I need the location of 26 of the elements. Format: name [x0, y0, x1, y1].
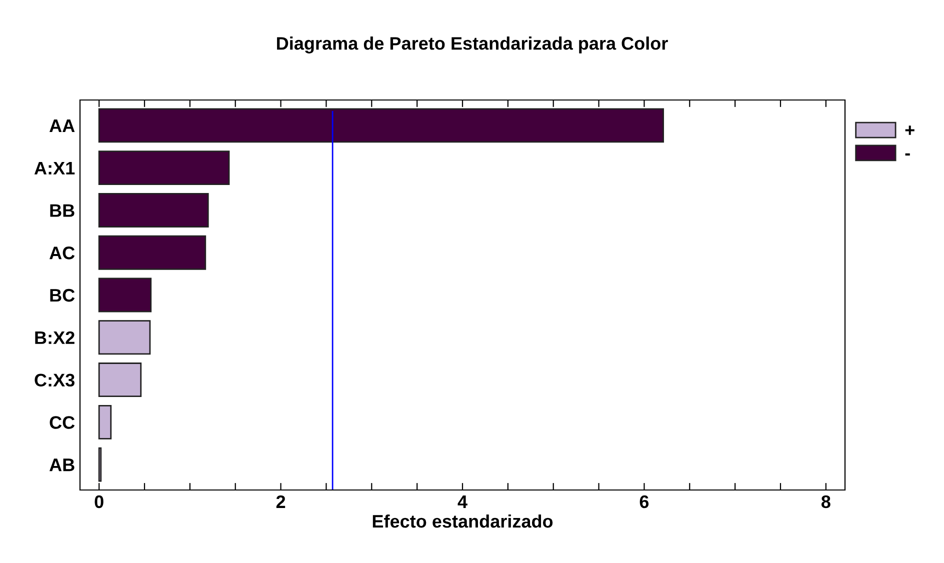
- y-tick-label: AA: [50, 120, 75, 132]
- chart-title: Diagrama de Pareto Estandarizada para Color: [277, 36, 668, 54]
- x-tick-label: 2: [276, 495, 286, 508]
- bar: [98, 320, 151, 355]
- bar: [98, 362, 142, 398]
- y-tick-label: CC: [50, 416, 75, 429]
- legend-label: -: [905, 153, 910, 156]
- x-tick-label: 0: [94, 495, 104, 508]
- x-tick-label: 4: [458, 496, 468, 508]
- y-tick-label: BB: [50, 204, 74, 217]
- x-tick-label: 8: [821, 495, 830, 508]
- bar: [98, 108, 664, 143]
- y-tick-label: BC: [50, 288, 75, 302]
- bar: [98, 192, 209, 228]
- bar: [98, 235, 206, 270]
- y-tick-label: B:X2: [35, 331, 74, 344]
- y-tick-label: AB: [50, 458, 74, 472]
- legend-label: +: [905, 126, 914, 135]
- y-tick-label: C:X3: [34, 374, 74, 387]
- y-tick-label: A:X1: [34, 162, 75, 174]
- x-axis-title: Efecto estandarizado: [372, 514, 553, 528]
- x-tick-label: 6: [640, 495, 649, 508]
- y-tick-label: AC: [50, 246, 75, 260]
- bar: [98, 404, 112, 440]
- bar: [98, 150, 230, 186]
- bar: [98, 278, 152, 312]
